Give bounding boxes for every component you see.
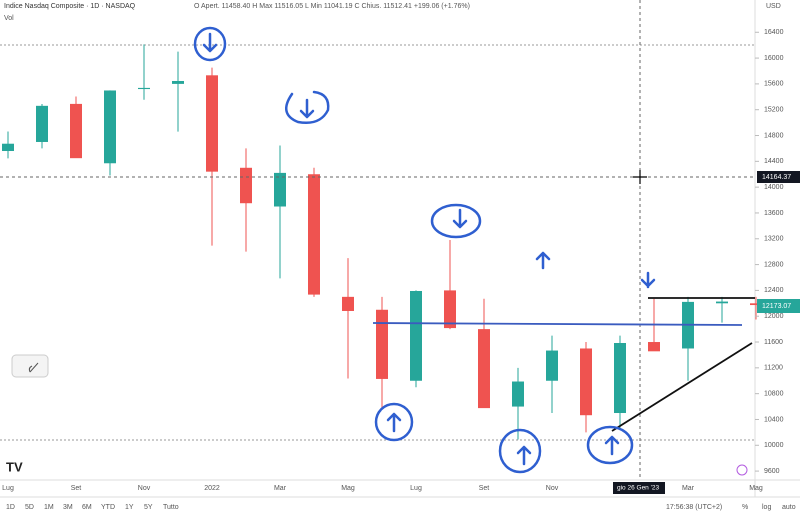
y-tick-label: 14800 [764, 132, 784, 139]
toolbar: 1D 5D 1M 3M 6M YTD 1Y 5Y Tutto% log auto [6, 504, 796, 511]
candle-body [444, 290, 456, 329]
candle-body [36, 105, 48, 142]
x-tick-label: Set [71, 485, 82, 492]
candle-body [104, 90, 116, 164]
candle-body [308, 174, 320, 295]
timeframe-button[interactable]: 6M [82, 504, 92, 511]
candle-body [274, 172, 286, 207]
candles [2, 44, 762, 440]
draw-tool-icon [28, 362, 39, 373]
trend-line [611, 342, 753, 432]
x-tick-label: Mar [274, 485, 287, 492]
y-tick-label: 13200 [764, 236, 784, 243]
timeframe-button[interactable]: 5D [25, 504, 34, 511]
candle-body [2, 143, 14, 152]
candle-body [512, 381, 524, 407]
x-tick-label: Mag [749, 485, 763, 492]
crosshair-date: gio 26 Gen '23 [617, 485, 659, 492]
ohlc-header: O Apert. 11458.40 H Max 11516.05 L Min 1… [194, 3, 470, 10]
x-tick-label: Mar [682, 485, 695, 492]
candle-body [614, 342, 626, 414]
currency: USD [766, 3, 781, 10]
crosshair-cursor [633, 170, 647, 184]
hand-annotations [193, 26, 656, 474]
y-tick-label: 9600 [764, 468, 780, 475]
x-tick-label: 2022 [204, 485, 220, 492]
y-tick-label: 15600 [764, 81, 784, 88]
y-tick-label: 12000 [764, 313, 784, 320]
crosshair-price-box [757, 171, 800, 183]
scale-option[interactable]: auto [782, 504, 796, 511]
scale-option[interactable]: log [762, 504, 771, 511]
candle-body [376, 309, 388, 379]
timeframe-button[interactable]: YTD [101, 504, 115, 511]
y-tick-label: 16000 [764, 55, 784, 62]
y-tick-label: 10800 [764, 390, 784, 397]
y-tick-label: 15200 [764, 107, 784, 114]
volume-label: Vol [4, 15, 14, 22]
y-tick-label: 14400 [764, 158, 784, 165]
x-tick-label: Lug [2, 485, 14, 492]
alert-icon[interactable] [736, 464, 748, 476]
x-tick-label: Nov [546, 485, 559, 492]
x-tick-label: Nov [138, 485, 151, 492]
y-tick-label: 13600 [764, 210, 784, 217]
timeframe-button[interactable]: 1D [6, 504, 15, 511]
candle-body [342, 296, 354, 311]
y-tick-label: 10400 [764, 416, 784, 423]
timeframe-button[interactable]: Tutto [163, 504, 179, 511]
chart-title: Indice Nasdaq Composite · 1D · NASDAQ [4, 3, 136, 10]
crosshair-price: 14164.37 [762, 174, 791, 181]
trend-line [372, 322, 743, 326]
candle-body [410, 290, 422, 381]
last-price-box [757, 299, 800, 313]
candle-body [648, 342, 660, 352]
timeframe-button[interactable]: 1M [44, 504, 54, 511]
candle-body [750, 303, 762, 306]
y-tick-label: 10000 [764, 442, 784, 449]
candle-body [172, 80, 184, 84]
candle-body [206, 75, 218, 172]
candle-body [138, 87, 150, 90]
timeframe-button[interactable]: 1Y [125, 504, 134, 511]
y-tick-label: 11200 [764, 365, 783, 372]
candle-body [580, 348, 592, 416]
x-tick-label: Mag [341, 485, 355, 492]
timeframe-button[interactable]: 3M [63, 504, 73, 511]
x-tick-label: Set [479, 485, 490, 492]
x-tick-label: Lug [410, 485, 422, 492]
y-tick-label: 16400 [764, 29, 784, 36]
scale-option[interactable]: % [742, 504, 748, 511]
y-tick-label: 12400 [764, 287, 784, 294]
last-price: 12173.07 [762, 303, 791, 310]
candle-body [478, 329, 490, 409]
y-tick-label: 11600 [764, 339, 783, 346]
draw-tool-button[interactable] [11, 354, 49, 378]
candle-body [716, 301, 728, 304]
candle-body [70, 103, 82, 159]
crosshair-date-box [613, 482, 665, 494]
clock: 17:56:38 (UTC+2) [666, 504, 722, 511]
y-tick-label: 14000 [764, 184, 784, 191]
candle-body [240, 167, 252, 204]
y-tick-label: 12800 [764, 261, 784, 268]
timeframe-button[interactable]: 5Y [144, 504, 153, 511]
logo: TV [6, 459, 23, 474]
candle-body [546, 350, 558, 381]
